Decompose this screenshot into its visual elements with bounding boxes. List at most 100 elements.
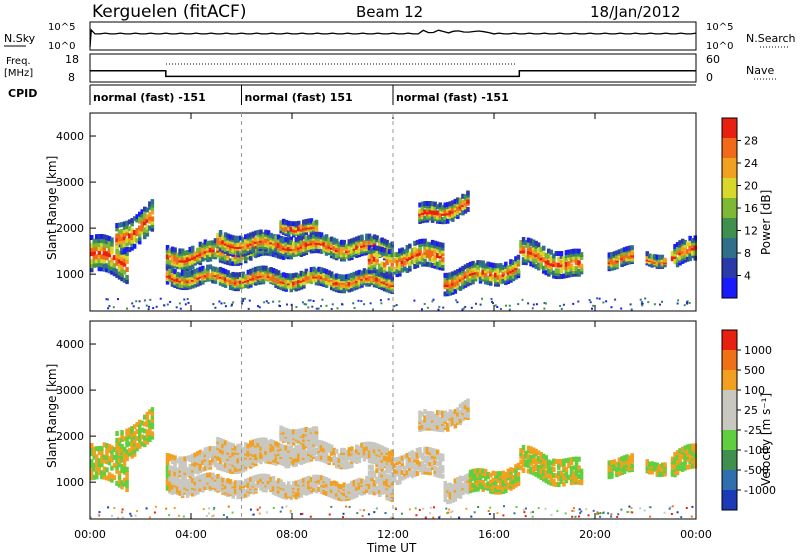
- heatmap-cell: [451, 484, 455, 489]
- heatmap-cell: [112, 306, 115, 309]
- heatmap-cell: [438, 427, 442, 432]
- heatmap-cell: [355, 248, 359, 254]
- heatmap-cell: [259, 270, 263, 276]
- heatmap-cell: [569, 257, 574, 263]
- heatmap-cell: [287, 484, 291, 490]
- heatmap-cell: [125, 275, 129, 280]
- heatmap-cell: [117, 229, 122, 235]
- heatmap-cell: [143, 414, 147, 420]
- heatmap-cell: [92, 462, 96, 468]
- heatmap-cell: [641, 304, 644, 307]
- heatmap-cell: [188, 253, 192, 259]
- heatmap-cell: [226, 280, 230, 286]
- heatmap-cell: [135, 446, 139, 452]
- heatmap-cell: [430, 462, 435, 468]
- heatmap-cell: [567, 266, 571, 272]
- heatmap-cell: [370, 453, 374, 458]
- heatmap-cell: [324, 442, 329, 448]
- heatmap-cell: [319, 444, 324, 450]
- heatmap-cell: [115, 448, 119, 454]
- heatmap-cell: [370, 268, 374, 273]
- heatmap-cell: [221, 453, 225, 459]
- heatmap-cell: [526, 246, 531, 252]
- heatmap-cell: [216, 462, 220, 468]
- heatmap-cell: [249, 483, 253, 489]
- heatmap-cell: [423, 469, 427, 475]
- heatmap-cell: [168, 277, 172, 283]
- heatmap-cell: [314, 456, 319, 462]
- heatmap-cell: [466, 482, 470, 488]
- heatmap-cell: [125, 246, 129, 252]
- heatmap-cell: [284, 237, 288, 243]
- heatmap-cell: [97, 258, 102, 264]
- heatmap-cell: [180, 491, 185, 497]
- heatmap-cell: [254, 474, 258, 480]
- heatmap-cell: [370, 448, 374, 454]
- heatmap-cell: [324, 448, 329, 454]
- heatmap-cell: [117, 462, 122, 468]
- heatmap-cell: [122, 249, 127, 255]
- heatmap-cell: [239, 493, 243, 499]
- heatmap-cell: [211, 477, 215, 483]
- heatmap-cell: [552, 270, 556, 276]
- heatmap-cell: [443, 485, 447, 491]
- heatmap-cell: [499, 279, 503, 285]
- heatmap-cell: [350, 248, 354, 254]
- heatmap-cell: [431, 300, 434, 303]
- heatmap-cell: [256, 266, 261, 272]
- heatmap-cell: [196, 267, 200, 273]
- heatmap-cell: [577, 260, 581, 266]
- heatmap-cell: [390, 272, 394, 278]
- heatmap-cell: [185, 271, 190, 277]
- heatmap-cell: [315, 307, 318, 310]
- heatmap-cell: [102, 470, 107, 476]
- heatmap-cell: [327, 237, 331, 243]
- heatmap-cell: [108, 305, 111, 308]
- nsky-tick-top: 10^5: [48, 22, 75, 33]
- heatmap-cell: [357, 247, 362, 253]
- heatmap-cell: [534, 252, 538, 258]
- heatmap-cell: [514, 256, 518, 262]
- heatmap-cell: [415, 257, 420, 263]
- heatmap-cell: [130, 443, 134, 449]
- heatmap-cell: [385, 447, 389, 453]
- heatmap-cell: [102, 458, 107, 464]
- heatmap-cell: [478, 271, 483, 277]
- heatmap-cell: [314, 268, 319, 274]
- heatmap-cell: [302, 234, 306, 240]
- heatmap-cell: [127, 430, 132, 436]
- heatmap-cell: [105, 263, 109, 269]
- heatmap-cell: [355, 270, 359, 276]
- heatmap-cell: [377, 463, 382, 468]
- heatmap-cell: [395, 471, 399, 477]
- heatmap-cell: [165, 453, 170, 458]
- heatmap-cell: [640, 303, 643, 306]
- heatmap-cell: [148, 215, 152, 221]
- freq-tick-bottom: 8: [68, 71, 75, 84]
- heatmap-cell: [569, 254, 574, 260]
- heatmap-cell: [688, 235, 692, 241]
- heatmap-cell: [122, 242, 127, 248]
- heatmap-cell: [236, 443, 240, 449]
- heatmap-cell: [421, 308, 423, 311]
- heatmap-cell: [336, 307, 339, 310]
- heatmap-cell: [226, 445, 230, 451]
- heatmap-cell: [264, 265, 268, 271]
- heatmap-cell: [329, 285, 334, 291]
- heatmap-cell: [130, 235, 134, 241]
- heatmap-cell: [365, 281, 369, 287]
- heatmap-cell: [385, 260, 389, 266]
- heatmap-cell: [334, 280, 339, 286]
- heatmap-cell: [400, 464, 405, 470]
- heatmap-cell: [145, 228, 150, 234]
- heatmap-cell: [287, 458, 291, 464]
- heatmap-cell: [287, 431, 291, 437]
- heatmap-cell: [382, 250, 387, 256]
- heatmap-cell: [90, 235, 94, 240]
- heatmap-cell: [659, 303, 661, 306]
- heatmap-cell: [107, 244, 112, 250]
- heatmap-cell: [438, 250, 442, 256]
- heatmap-cell: [400, 253, 405, 259]
- heatmap-cell: [231, 303, 233, 306]
- heatmap-cell: [380, 270, 384, 276]
